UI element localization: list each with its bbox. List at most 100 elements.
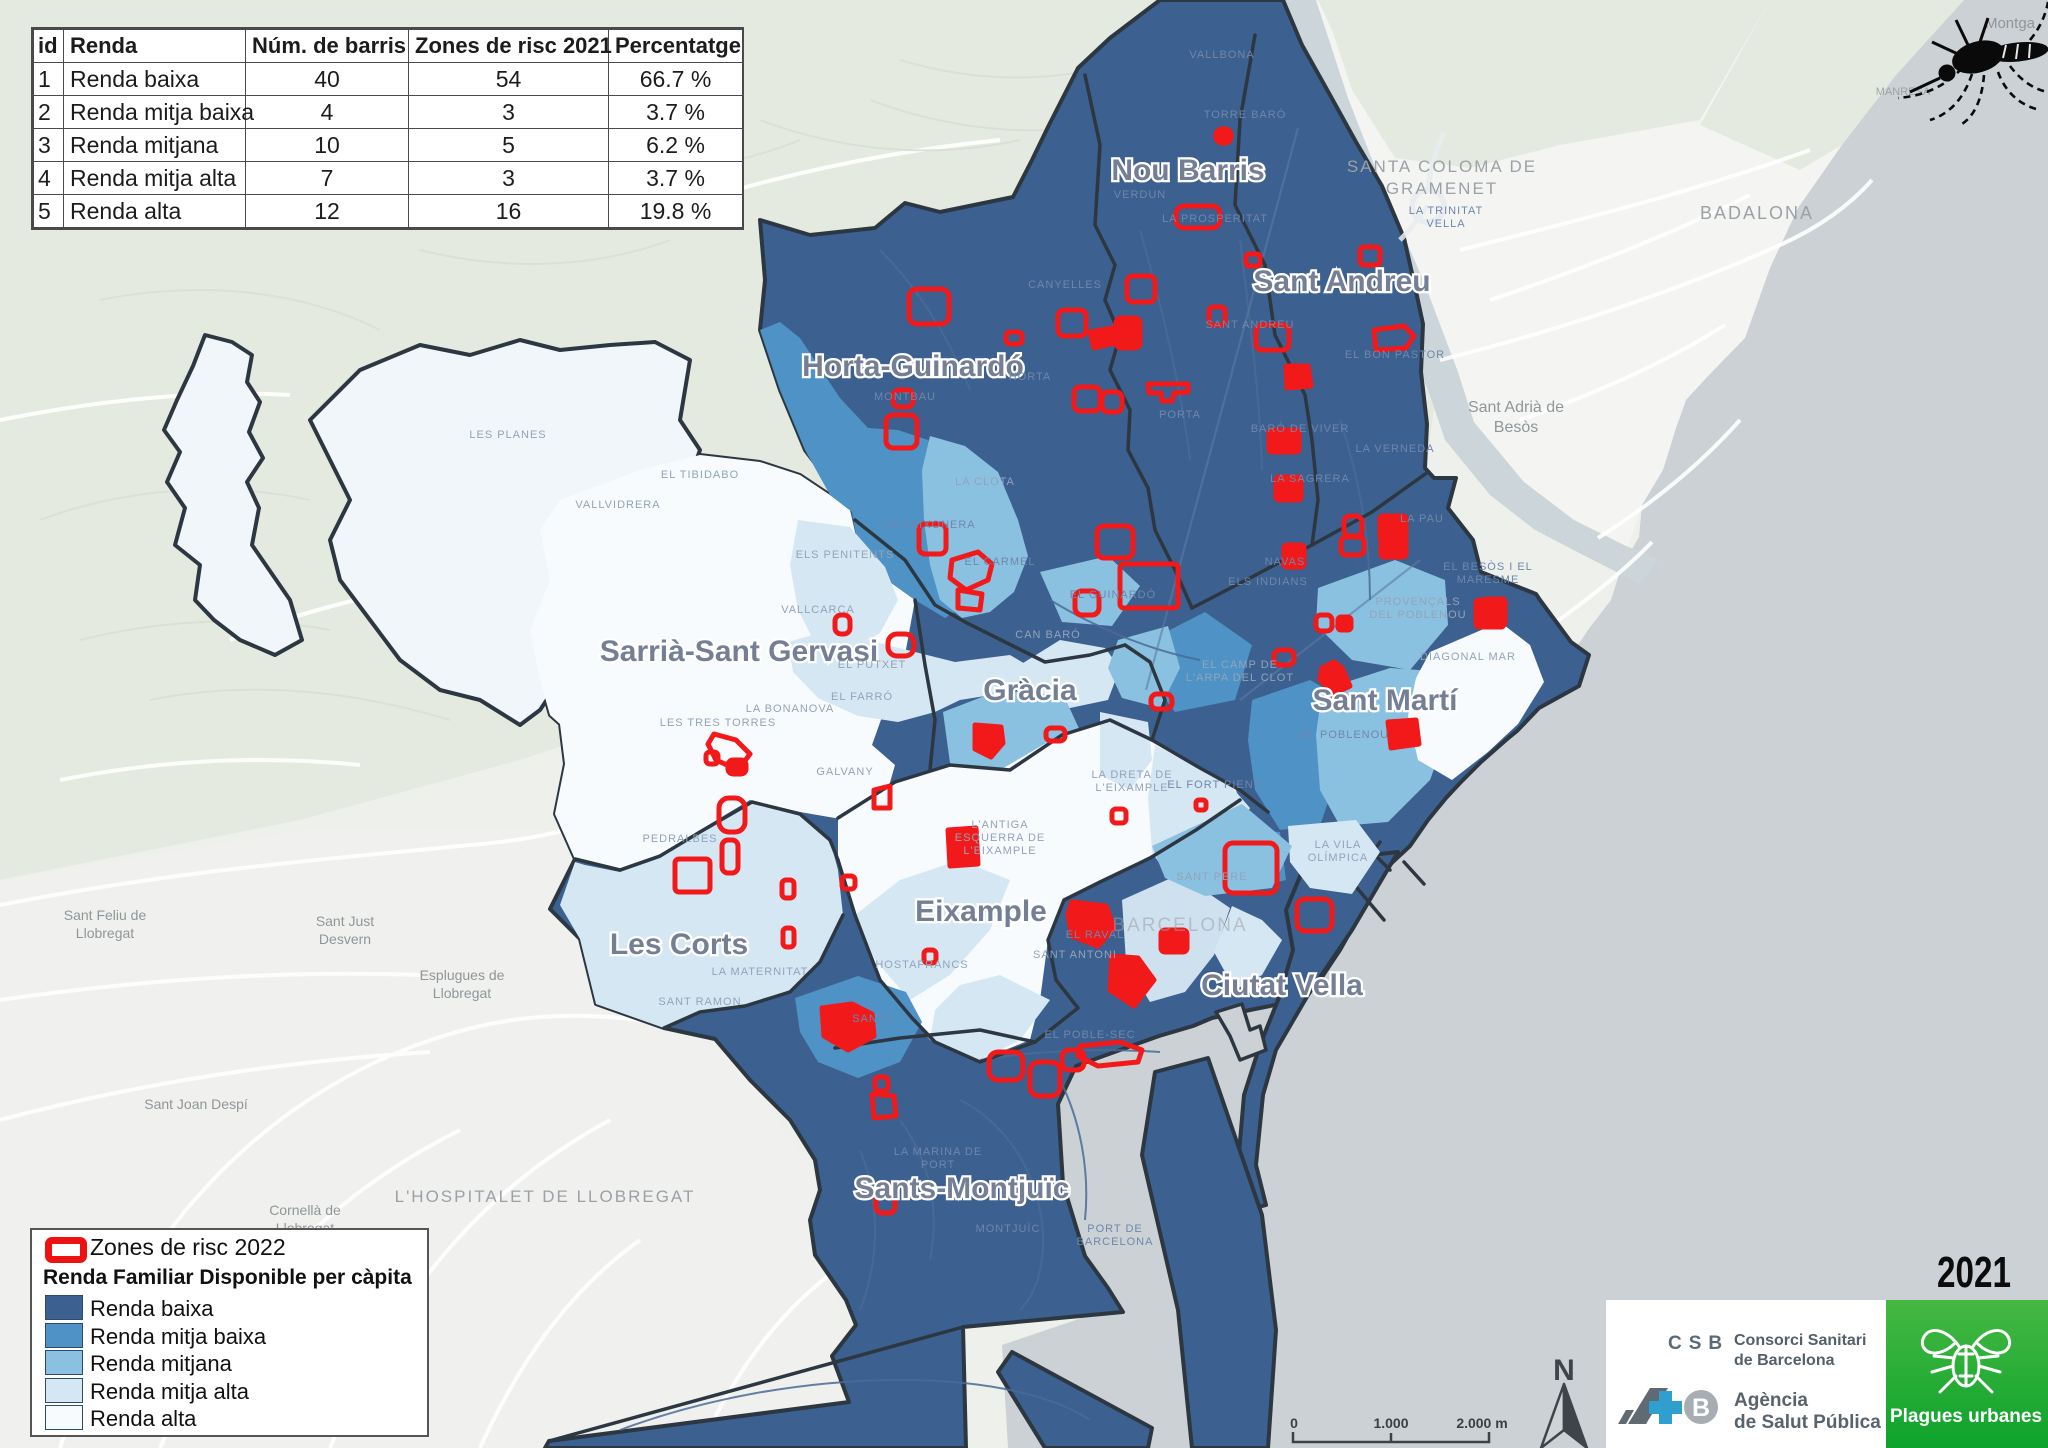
svg-text:CAN BARÓ: CAN BARÓ (1015, 628, 1080, 641)
svg-text:CSB: CSB (1668, 1333, 1729, 1354)
svg-text:ELS PENITENTS: ELS PENITENTS (796, 549, 895, 561)
svg-text:Sant Adrià de: Sant Adrià de (1468, 399, 1564, 416)
svg-text:LA MARINA DE: LA MARINA DE (894, 1146, 982, 1158)
svg-text:L'HOSPITALET DE LLOBREGAT: L'HOSPITALET DE LLOBREGAT (395, 1187, 696, 1206)
svg-text:Cornellà de: Cornellà de (269, 1202, 341, 1218)
svg-text:Llobregat: Llobregat (76, 925, 134, 941)
svg-text:2.000 m: 2.000 m (1456, 1415, 1507, 1431)
svg-text:LA VERNEDA: LA VERNEDA (1355, 443, 1434, 455)
svg-text:SANT ANDREU: SANT ANDREU (1205, 319, 1294, 331)
svg-text:LA BONANOVA: LA BONANOVA (746, 703, 834, 715)
svg-text:BARCELONA: BARCELONA (1112, 915, 1247, 936)
svg-text:Montga: Montga (1985, 15, 2036, 32)
svg-text:2021: 2021 (1937, 1248, 2011, 1297)
svg-text:MANRESA: MANRESA (1876, 86, 1931, 98)
svg-text:Desvern: Desvern (319, 931, 371, 947)
svg-text:L'EIXAMPLE: L'EIXAMPLE (1095, 782, 1168, 794)
svg-text:HORTA: HORTA (1009, 371, 1052, 383)
svg-text:EL RAVAL: EL RAVAL (1066, 929, 1125, 941)
svg-text:LA PAU: LA PAU (1400, 513, 1444, 525)
svg-text:EL POBLE-SEC: EL POBLE-SEC (1044, 1029, 1135, 1041)
svg-text:N: N (1553, 1354, 1575, 1387)
svg-text:Sarrià-Sant Gervasi: Sarrià-Sant Gervasi (600, 635, 878, 668)
svg-text:EL FORT PIENC: EL FORT PIENC (1167, 779, 1262, 791)
svg-text:LA TRINITAT: LA TRINITAT (1409, 205, 1484, 217)
svg-text:BADALONA: BADALONA (1700, 203, 1814, 223)
svg-text:SANT PERE: SANT PERE (1176, 871, 1247, 883)
svg-text:PORT: PORT (921, 1159, 955, 1171)
svg-text:SANTS: SANTS (852, 1013, 894, 1025)
svg-text:EL TIBIDABO: EL TIBIDABO (661, 469, 739, 481)
svg-text:Horta-Guinardó: Horta-Guinardó (802, 350, 1024, 383)
svg-text:PORTA: PORTA (1159, 409, 1201, 421)
svg-text:Sant Feliu de: Sant Feliu de (64, 907, 147, 923)
svg-text:PORT DE: PORT DE (1087, 1223, 1143, 1235)
svg-text:BARÓ DE VIVER: BARÓ DE VIVER (1251, 422, 1350, 435)
svg-text:EL BON PASTOR: EL BON PASTOR (1345, 349, 1445, 361)
svg-text:TORRE BARÓ: TORRE BARÓ (1204, 108, 1287, 121)
svg-text:Sant Martí: Sant Martí (1312, 684, 1459, 717)
svg-text:Sants-Montjuïc: Sants-Montjuïc (855, 1172, 1070, 1205)
svg-text:Sant Joan Despí: Sant Joan Despí (144, 1096, 248, 1112)
svg-text:EL POBLENOU: EL POBLENOU (1301, 729, 1389, 741)
svg-text:LA VILA: LA VILA (1315, 839, 1362, 851)
svg-text:ELS INDIANS: ELS INDIANS (1228, 576, 1307, 588)
svg-text:Llobregat: Llobregat (433, 985, 491, 1001)
svg-text:OLÍMPICA: OLÍMPICA (1308, 851, 1369, 864)
svg-text:Besòs: Besòs (1494, 419, 1538, 436)
svg-text:BARCELONA: BARCELONA (1077, 1236, 1154, 1248)
svg-text:EL FARRÓ: EL FARRÓ (831, 690, 893, 703)
svg-text:SANTA COLOMA DE: SANTA COLOMA DE (1347, 157, 1537, 176)
svg-text:PEDRALBES: PEDRALBES (642, 833, 717, 845)
svg-text:EL PUTXET: EL PUTXET (838, 659, 907, 671)
svg-text:LA DRETA DE: LA DRETA DE (1091, 769, 1172, 781)
svg-text:LES PLANES: LES PLANES (469, 429, 546, 441)
svg-text:LA SAGRERA: LA SAGRERA (1270, 473, 1350, 485)
svg-text:Plagues urbanes: Plagues urbanes (1890, 1406, 2042, 1427)
svg-text:Ciutat Vella: Ciutat Vella (1201, 969, 1363, 1002)
svg-text:L'ANTIGA: L'ANTIGA (971, 819, 1028, 831)
svg-text:Sant Andreu: Sant Andreu (1253, 265, 1430, 298)
svg-text:LES TRES TORRES: LES TRES TORRES (660, 717, 776, 729)
svg-text:GALVANY: GALVANY (816, 766, 873, 778)
svg-text:0: 0 (1290, 1415, 1298, 1431)
svg-text:B: B (1692, 1394, 1710, 1422)
svg-text:Gràcia: Gràcia (983, 674, 1077, 707)
svg-text:VALLVIDRERA: VALLVIDRERA (575, 499, 660, 511)
svg-text:Sant Just: Sant Just (316, 913, 374, 929)
svg-text:DIAGONAL MAR: DIAGONAL MAR (1420, 651, 1516, 663)
svg-text:MARESME: MARESME (1457, 574, 1520, 586)
svg-text:de Barcelona: de Barcelona (1734, 1352, 1835, 1369)
svg-text:CANYELLES: CANYELLES (1028, 279, 1102, 291)
svg-text:EL GUINARDÓ: EL GUINARDÓ (1070, 588, 1156, 601)
svg-text:EL BESÒS I EL: EL BESÒS I EL (1443, 560, 1533, 573)
svg-text:LA MATERNITAT: LA MATERNITAT (712, 966, 809, 978)
svg-text:VALLCARCA: VALLCARCA (781, 604, 855, 616)
svg-text:Les Corts: Les Corts (610, 928, 748, 961)
svg-text:HOSTAFRANCS: HOSTAFRANCS (875, 959, 968, 971)
svg-text:SANT ANTONI: SANT ANTONI (1033, 949, 1117, 961)
svg-text:de Salut Pública: de Salut Pública (1734, 1412, 1881, 1433)
svg-text:EL CARMEL: EL CARMEL (965, 556, 1036, 568)
svg-text:DEL POBLENOU: DEL POBLENOU (1369, 609, 1466, 621)
svg-text:GRAMENET: GRAMENET (1386, 179, 1498, 198)
svg-text:PROVENÇALS: PROVENÇALS (1375, 596, 1460, 608)
svg-text:MONTBAU: MONTBAU (874, 391, 936, 403)
svg-text:L'ARPA DEL CLOT: L'ARPA DEL CLOT (1186, 672, 1294, 684)
svg-text:NAVAS: NAVAS (1265, 556, 1306, 568)
svg-text:VALLBONA: VALLBONA (1189, 49, 1254, 61)
svg-text:LA CLOTA: LA CLOTA (955, 476, 1015, 488)
svg-text:EL CAMP DE: EL CAMP DE (1202, 659, 1278, 671)
svg-text:LA TEIXONERA: LA TEIXONERA (884, 519, 975, 531)
svg-text:SANT RAMON: SANT RAMON (658, 996, 741, 1008)
svg-text:VELLA: VELLA (1426, 218, 1465, 230)
svg-text:Esplugues de: Esplugues de (420, 967, 505, 983)
svg-text:Eixample: Eixample (915, 895, 1047, 928)
svg-text:L'EIXAMPLE: L'EIXAMPLE (963, 845, 1036, 857)
svg-text:MONTJUÏC: MONTJUÏC (976, 1223, 1041, 1235)
svg-text:Consorci Sanitari: Consorci Sanitari (1734, 1332, 1866, 1349)
svg-text:1.000: 1.000 (1373, 1415, 1408, 1431)
svg-text:Agència: Agència (1734, 1390, 1808, 1411)
svg-text:Nou Barris: Nou Barris (1111, 154, 1264, 187)
svg-text:LA PROSPERITAT: LA PROSPERITAT (1162, 213, 1268, 225)
